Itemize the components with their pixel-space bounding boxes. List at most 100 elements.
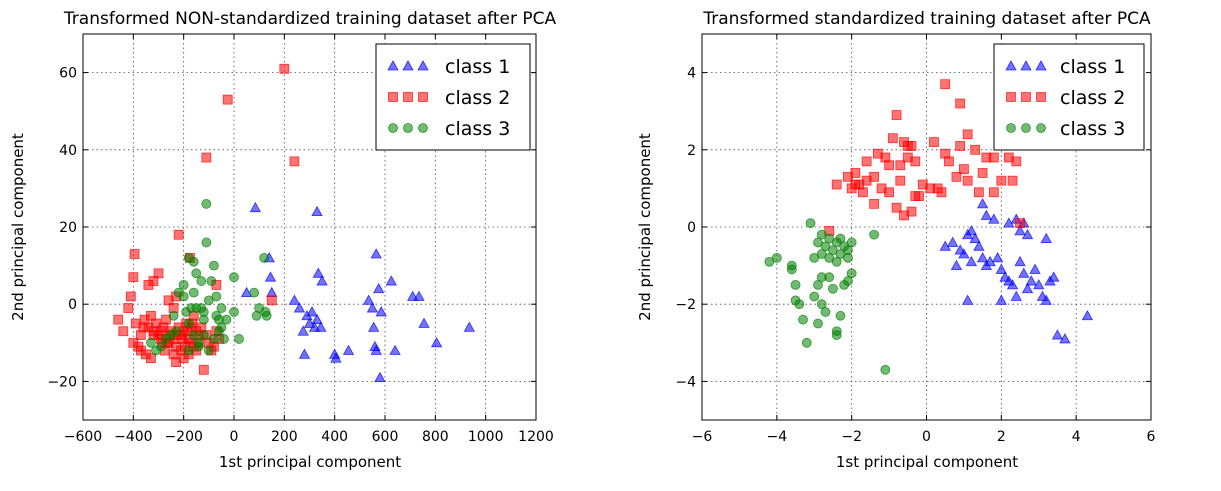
chart-right-point-class-2 [869,198,880,209]
chart-left-point-class-1 [330,352,342,363]
chart-left-point-class-1 [385,275,397,286]
chart-left-point-class-3 [198,330,209,340]
chart-right-point-class-1 [995,294,1008,305]
chart-left-point-class-2 [201,152,212,163]
chart-left-point-class-2 [173,229,184,240]
chart-left-point-class-3 [186,303,197,313]
chart-right-ytick-label: 2 [687,143,696,159]
chart-right-legend-marker-class-1 [1005,60,1017,71]
chart-left-point-class-2 [289,156,300,167]
chart-left-xtick-label: −200 [164,429,202,445]
chart-left-point-class-3 [188,256,199,267]
chart-left: Transformed NON-standardized training da… [9,9,556,471]
chart-right-point-class-3 [786,264,797,275]
chart-right-point-class-1 [969,232,981,243]
chart-left-point-class-1 [373,282,385,294]
chart-left-point-class-1 [342,344,355,355]
chart-right-point-class-2 [861,156,872,167]
chart-left-point-class-1 [418,317,430,328]
chart-left-point-class-1 [288,294,301,305]
chart-right-point-class-1 [1051,329,1064,340]
chart-right-point-class-1 [1014,225,1026,236]
chart-left-point-class-2 [129,249,140,259]
chart-right-point-class-3 [846,237,857,248]
chart-left-point-class-2 [138,322,149,333]
chart-right-point-class-1 [976,252,989,263]
chart-left-legend-marker-class-1 [417,60,429,71]
chart-right-point-class-2 [895,160,906,171]
chart-right-point-class-3 [820,307,831,317]
chart-right-xtick-label: 4 [1072,429,1081,445]
chart-right-point-class-2 [891,202,902,213]
chart-left-point-class-1 [316,275,328,286]
chart-right-point-class-2 [850,179,861,190]
chart-left-legend-marker-class-3 [403,123,413,133]
chart-left-point-class-3 [183,345,194,356]
chart-left-xtick-label: −600 [64,429,102,445]
chart-left-point-class-3 [229,307,239,317]
chart-right-ytick-label: 0 [687,220,696,236]
chart-right-legend-marker-class-3 [1021,123,1031,133]
chart-right-point-class-2 [936,187,947,198]
chart-left-ytick-label: −20 [47,374,77,390]
chart-left-point-class-3 [196,276,207,286]
chart-right-point-class-1 [1010,290,1022,301]
chart-right-point-class-2 [884,187,894,198]
chart-right-point-class-1 [965,255,978,267]
chart-right-legend: class 1 class 2 class 3 [993,43,1145,151]
chart-left-xtick-label: 1000 [468,429,504,445]
chart-left-point-class-1 [389,344,401,355]
chart-right-point-class-3 [835,233,846,244]
chart-right-xtick-label: −2 [841,429,862,445]
chart-right-xtick-label: 2 [997,429,1006,445]
chart-right-point-class-2 [1011,156,1022,167]
chart-right-point-class-2 [1015,218,1025,229]
chart-left-point-class-2 [156,326,166,337]
chart-left-point-class-1 [374,371,386,382]
chart-right-point-class-3 [869,229,880,240]
chart-right-ytick-label: −2 [675,297,696,313]
chart-left-point-class-3 [161,334,171,344]
chart-left-ytick-label: 60 [59,66,77,82]
chart-right-xtick-label: 6 [1147,429,1156,445]
chart-right-legend-markers [1005,60,1047,133]
chart-right-legend-marker-class-1 [1035,60,1047,71]
chart-right-point-class-3 [843,252,853,263]
chart-right-point-class-2 [959,164,969,175]
chart-right-point-class-1 [1006,279,1019,290]
chart-right-point-class-3 [835,310,846,321]
chart-left-point-class-1 [370,344,382,355]
chart-right: Transformed standardized training datase… [636,9,1156,471]
chart-right-point-class-2 [906,206,917,217]
chart-right-xtick-label: −6 [692,429,713,445]
chart-left-point-class-1 [413,290,425,301]
chart-right-point-class-2 [895,175,906,186]
chart-right-legend-marker-class-3 [1036,123,1046,133]
chart-right-point-class-3 [805,218,816,229]
chart-right-point-class-3 [790,295,801,306]
chart-left-point-class-1 [315,321,327,332]
chart-left-point-class-2 [222,94,233,105]
chart-right-point-class-2 [1007,175,1018,186]
chart-right-ytick-label: −4 [675,374,696,390]
chart-left-xtick-label: 200 [271,429,298,445]
chart-left-legend-marker-class-3 [418,123,428,133]
chart-right-point-class-1 [1029,263,1041,274]
chart-right-point-class-3 [831,330,842,340]
chart-left-point-class-2 [123,303,134,313]
chart-right-point-class-2 [955,141,966,151]
chart-right-point-class-1 [1021,228,1034,240]
chart-left-point-class-1 [298,348,311,359]
chart-left-point-class-1 [293,302,306,313]
chart-right-point-class-1 [1040,294,1052,305]
chart-left-point-class-3 [211,291,222,302]
chart-right-point-class-1 [1040,232,1052,243]
chart-left-xtick-label: 800 [422,429,449,445]
chart-left-point-class-2 [113,314,124,325]
chart-right-point-class-2 [996,175,1007,186]
chart-right-point-class-3 [801,337,812,348]
chart-left-point-class-2 [128,272,139,283]
chart-right-point-class-3 [816,299,827,310]
chart-right-point-class-3 [798,314,808,325]
